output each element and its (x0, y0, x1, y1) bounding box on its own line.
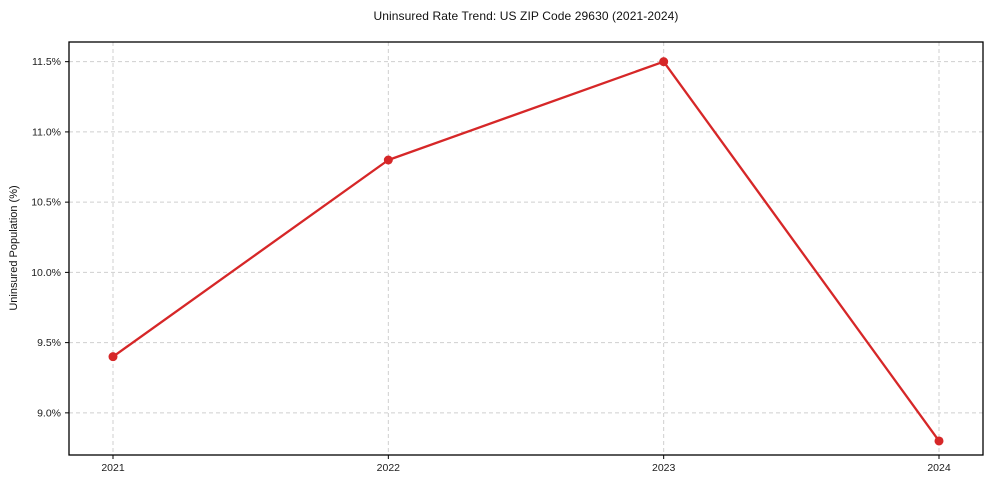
x-tick-label: 2024 (927, 462, 951, 474)
y-tick-label: 11.0% (32, 126, 61, 138)
x-tick-label: 2023 (652, 462, 676, 474)
y-tick-label: 9.5% (37, 337, 61, 349)
plot-border (68, 41, 984, 456)
data-point-2022 (383, 155, 393, 165)
y-tick-label: 10.0% (31, 267, 61, 279)
x-tick-label: 2022 (377, 462, 401, 474)
data-point-2021 (108, 352, 118, 362)
x-tick-label: 2021 (101, 462, 125, 474)
data-point-2023 (659, 57, 669, 67)
data-point-2024 (934, 436, 944, 446)
trend-line (111, 60, 941, 443)
y-tick-label: 9.0% (37, 407, 61, 419)
y-tick-label: 11.5% (32, 56, 61, 68)
chart-title: Uninsured Rate Trend: US ZIP Code 29630 … (373, 9, 679, 23)
y-tick-label: 10.5% (31, 197, 61, 209)
